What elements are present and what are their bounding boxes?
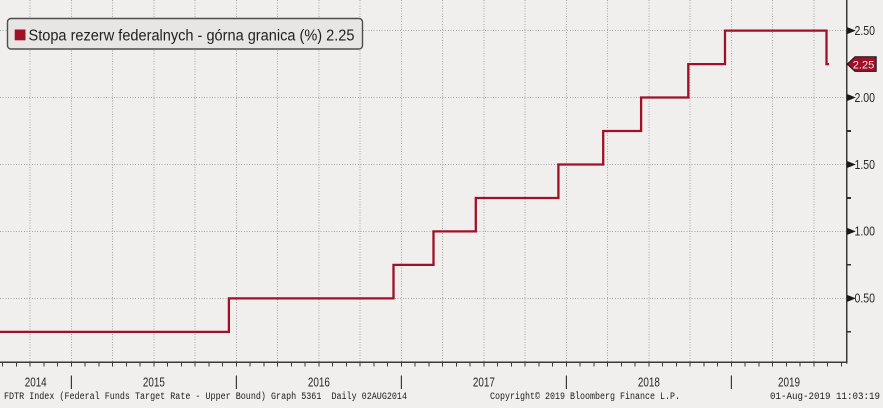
svg-text:1.50: 1.50 bbox=[855, 158, 876, 172]
svg-text:Copyright© 2019 Bloomberg Fina: Copyright© 2019 Bloomberg Finance L.P. bbox=[490, 391, 680, 403]
svg-text:2.50: 2.50 bbox=[855, 24, 876, 38]
svg-text:2014: 2014 bbox=[25, 375, 47, 389]
svg-text:FDTR Index (Federal Funds Targ: FDTR Index (Federal Funds Target Rate - … bbox=[4, 391, 407, 403]
svg-text:2.00: 2.00 bbox=[855, 91, 876, 105]
svg-text:Stopa rezerw federalnych - gór: Stopa rezerw federalnych - górna granica… bbox=[29, 27, 355, 44]
svg-text:1.00: 1.00 bbox=[855, 225, 876, 239]
svg-text:2018: 2018 bbox=[638, 375, 660, 389]
svg-text:2016: 2016 bbox=[308, 375, 330, 389]
svg-text:2017: 2017 bbox=[473, 375, 495, 389]
svg-text:2015: 2015 bbox=[143, 375, 165, 389]
svg-text:2.25: 2.25 bbox=[853, 59, 875, 71]
svg-text:01-Aug-2019 11:03:19: 01-Aug-2019 11:03:19 bbox=[770, 392, 880, 403]
svg-text:0.50: 0.50 bbox=[855, 292, 876, 306]
svg-text:2019: 2019 bbox=[778, 375, 800, 389]
